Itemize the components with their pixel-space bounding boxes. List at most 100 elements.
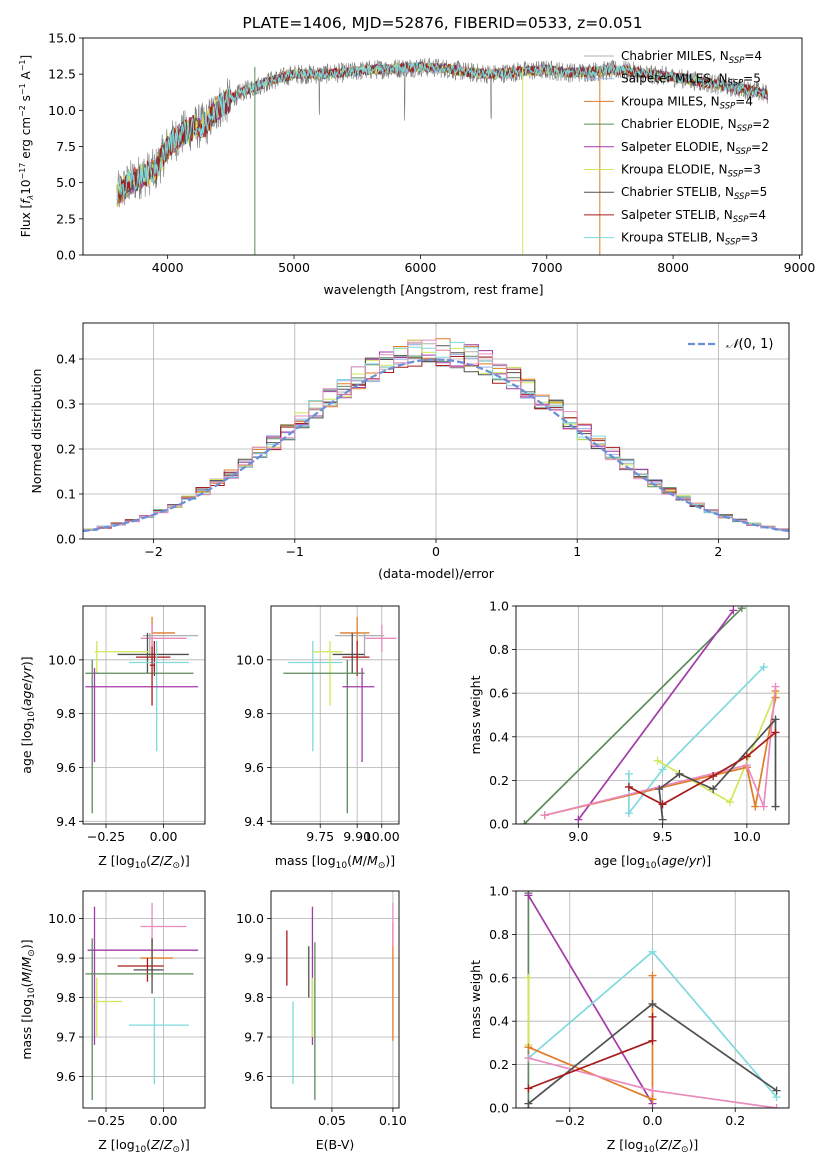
x-tick-label: 8000 <box>657 260 689 275</box>
y-tick-label: 0.2 <box>489 1057 509 1072</box>
y-axis-label: mass [log10(M/M⊙)] <box>19 939 37 1059</box>
age-weight-plot <box>520 606 780 824</box>
legend-label: 𝒩(0, 1) <box>726 337 773 352</box>
y-tick-label: 9.8 <box>56 990 76 1005</box>
plus-marker <box>574 815 583 824</box>
x-tick-label: 0.10 <box>379 1113 407 1128</box>
y-tick-label: 15.0 <box>48 31 76 46</box>
z-mass-plot <box>85 902 199 1101</box>
y-tick-label: 0.6 <box>489 970 509 985</box>
y-tick-label: 9.6 <box>244 1069 264 1084</box>
plus-marker <box>742 752 751 761</box>
y-tick-label: 10.0 <box>48 103 76 118</box>
legend-label: Kroupa STELIB, NSSP=3 <box>621 231 758 248</box>
x-axis-label: E(B-V) <box>316 1137 355 1152</box>
y-tick-label: 0.3 <box>56 397 76 412</box>
chart-title: PLATE=1406, MJD=52876, FIBERID=0533, z=0… <box>242 14 642 32</box>
z-weight-panel: −0.2 0.0 0.2 0.0 0.2 0.4 0.6 0.8 1.0 Z [log10(Z/Z… <box>468 884 790 1155</box>
plus-marker <box>524 1099 533 1108</box>
spectrum-panel: 4000 5000 6000 7000 8000 9000 0.0 2.5 5.0 7.5 10.0… <box>18 14 815 297</box>
y-tick-label: 9.7 <box>244 1029 264 1044</box>
axes-frame <box>270 890 400 1109</box>
legend-label: Kroupa ELODIE, NSSP=3 <box>621 163 761 180</box>
y-tick-label: 0.4 <box>489 1014 509 1029</box>
ebv-mass-panel: 0.05 0.10 9.6 9.7 9.8 9.9 10.0 E(B-V) <box>236 890 407 1152</box>
y-tick-label: 0.6 <box>489 686 509 701</box>
z-mass-panel: −0.25 0.00 9.6 9.7 9.8 9.9 10.0 Z [log10(Z/Z⊙)]… <box>19 890 206 1155</box>
plus-marker <box>771 682 780 691</box>
y-tick-label: 7.5 <box>56 139 76 154</box>
y-tick-label: 10.0 <box>48 911 76 926</box>
y-tick-label: 12.5 <box>48 67 76 82</box>
legend-label: Kroupa MILES, NSSP=4 <box>621 94 753 111</box>
plus-marker <box>524 891 533 900</box>
weight-line <box>523 607 743 824</box>
plus-marker <box>524 973 533 982</box>
x-tick-label: −0.25 <box>87 829 125 844</box>
plus-marker <box>772 1086 781 1095</box>
weight-line <box>577 609 735 821</box>
plus-marker <box>540 811 549 820</box>
residuals-panel: −2 −1 0 1 2 0.0 0.1 0.2 0.3 0.4 𝒩(0, 1) (data-model… <box>29 322 790 581</box>
y-tick-label: 0.1 <box>56 487 76 502</box>
spectrum-legend: Chabrier MILES, NSSP=4 Salpeter MILES, NS… <box>584 49 770 248</box>
plus-marker <box>648 1095 657 1104</box>
y-axis-label: mass weight <box>468 675 483 754</box>
y-tick-label: 9.9 <box>244 951 264 966</box>
legend-label: Chabrier ELODIE, NSSP=2 <box>621 117 770 134</box>
plus-marker <box>737 606 746 613</box>
x-tick-label: −2 <box>144 544 162 559</box>
y-tick-label: 9.6 <box>56 1069 76 1084</box>
x-axis-label: Z [log10(Z/Z⊙)] <box>607 1137 699 1155</box>
plus-marker <box>771 728 780 737</box>
y-axis-label: Normed distribution <box>29 369 44 494</box>
histogram-step <box>83 356 789 531</box>
axes-frame <box>270 605 400 825</box>
legend-label: Chabrier MILES, NSSP=4 <box>621 49 762 66</box>
plus-marker <box>655 785 664 794</box>
x-tick-label: 1 <box>573 544 581 559</box>
x-tick-label: 0.0 <box>643 1113 663 1128</box>
y-tick-label: 9.8 <box>244 990 264 1005</box>
plus-marker <box>653 756 662 765</box>
x-tick-label: 0.2 <box>725 1113 745 1128</box>
y-tick-label: 9.4 <box>56 814 76 829</box>
x-tick-label: 0.00 <box>150 829 178 844</box>
x-tick-label: 10.0 <box>733 829 761 844</box>
x-tick-label: −1 <box>286 544 304 559</box>
x-tick-label: 10.00 <box>364 829 400 844</box>
residuals-plot <box>83 338 789 533</box>
y-tick-label: 10.0 <box>48 652 76 667</box>
x-tick-label: 0.00 <box>150 1113 178 1128</box>
weight-line <box>544 686 777 817</box>
x-tick-label: 0 <box>432 544 440 559</box>
z-weight-plot <box>524 891 781 1108</box>
y-tick-label: 0.0 <box>489 817 509 832</box>
y-tick-label: 9.8 <box>244 706 264 721</box>
x-axis-label: wavelength [Angstrom, rest frame] <box>323 282 543 297</box>
axes-frame <box>82 322 790 540</box>
plus-marker <box>648 999 657 1008</box>
plus-marker <box>648 1086 657 1095</box>
axes-frame <box>82 605 206 825</box>
x-tick-label: 6000 <box>404 260 436 275</box>
z-age-plot <box>85 616 199 814</box>
plus-marker <box>772 1104 781 1108</box>
axes-frame <box>515 605 790 825</box>
ebv-mass-plot <box>286 902 394 1101</box>
y-tick-label: 1.0 <box>489 884 509 899</box>
plus-marker <box>771 802 780 811</box>
plus-marker <box>759 663 768 672</box>
x-tick-label: 0.05 <box>318 1113 346 1128</box>
x-tick-label: 9.90 <box>343 829 371 844</box>
plus-marker <box>624 809 633 818</box>
y-tick-label: 9.6 <box>244 760 264 775</box>
y-tick-label: 0.8 <box>489 642 509 657</box>
y-tick-label: 9.9 <box>56 951 76 966</box>
spectrum-plot <box>116 57 769 255</box>
y-tick-label: 0.0 <box>56 248 76 263</box>
plus-marker <box>624 769 633 778</box>
legend-label: Chabrier STELIB, NSSP=5 <box>621 185 767 202</box>
